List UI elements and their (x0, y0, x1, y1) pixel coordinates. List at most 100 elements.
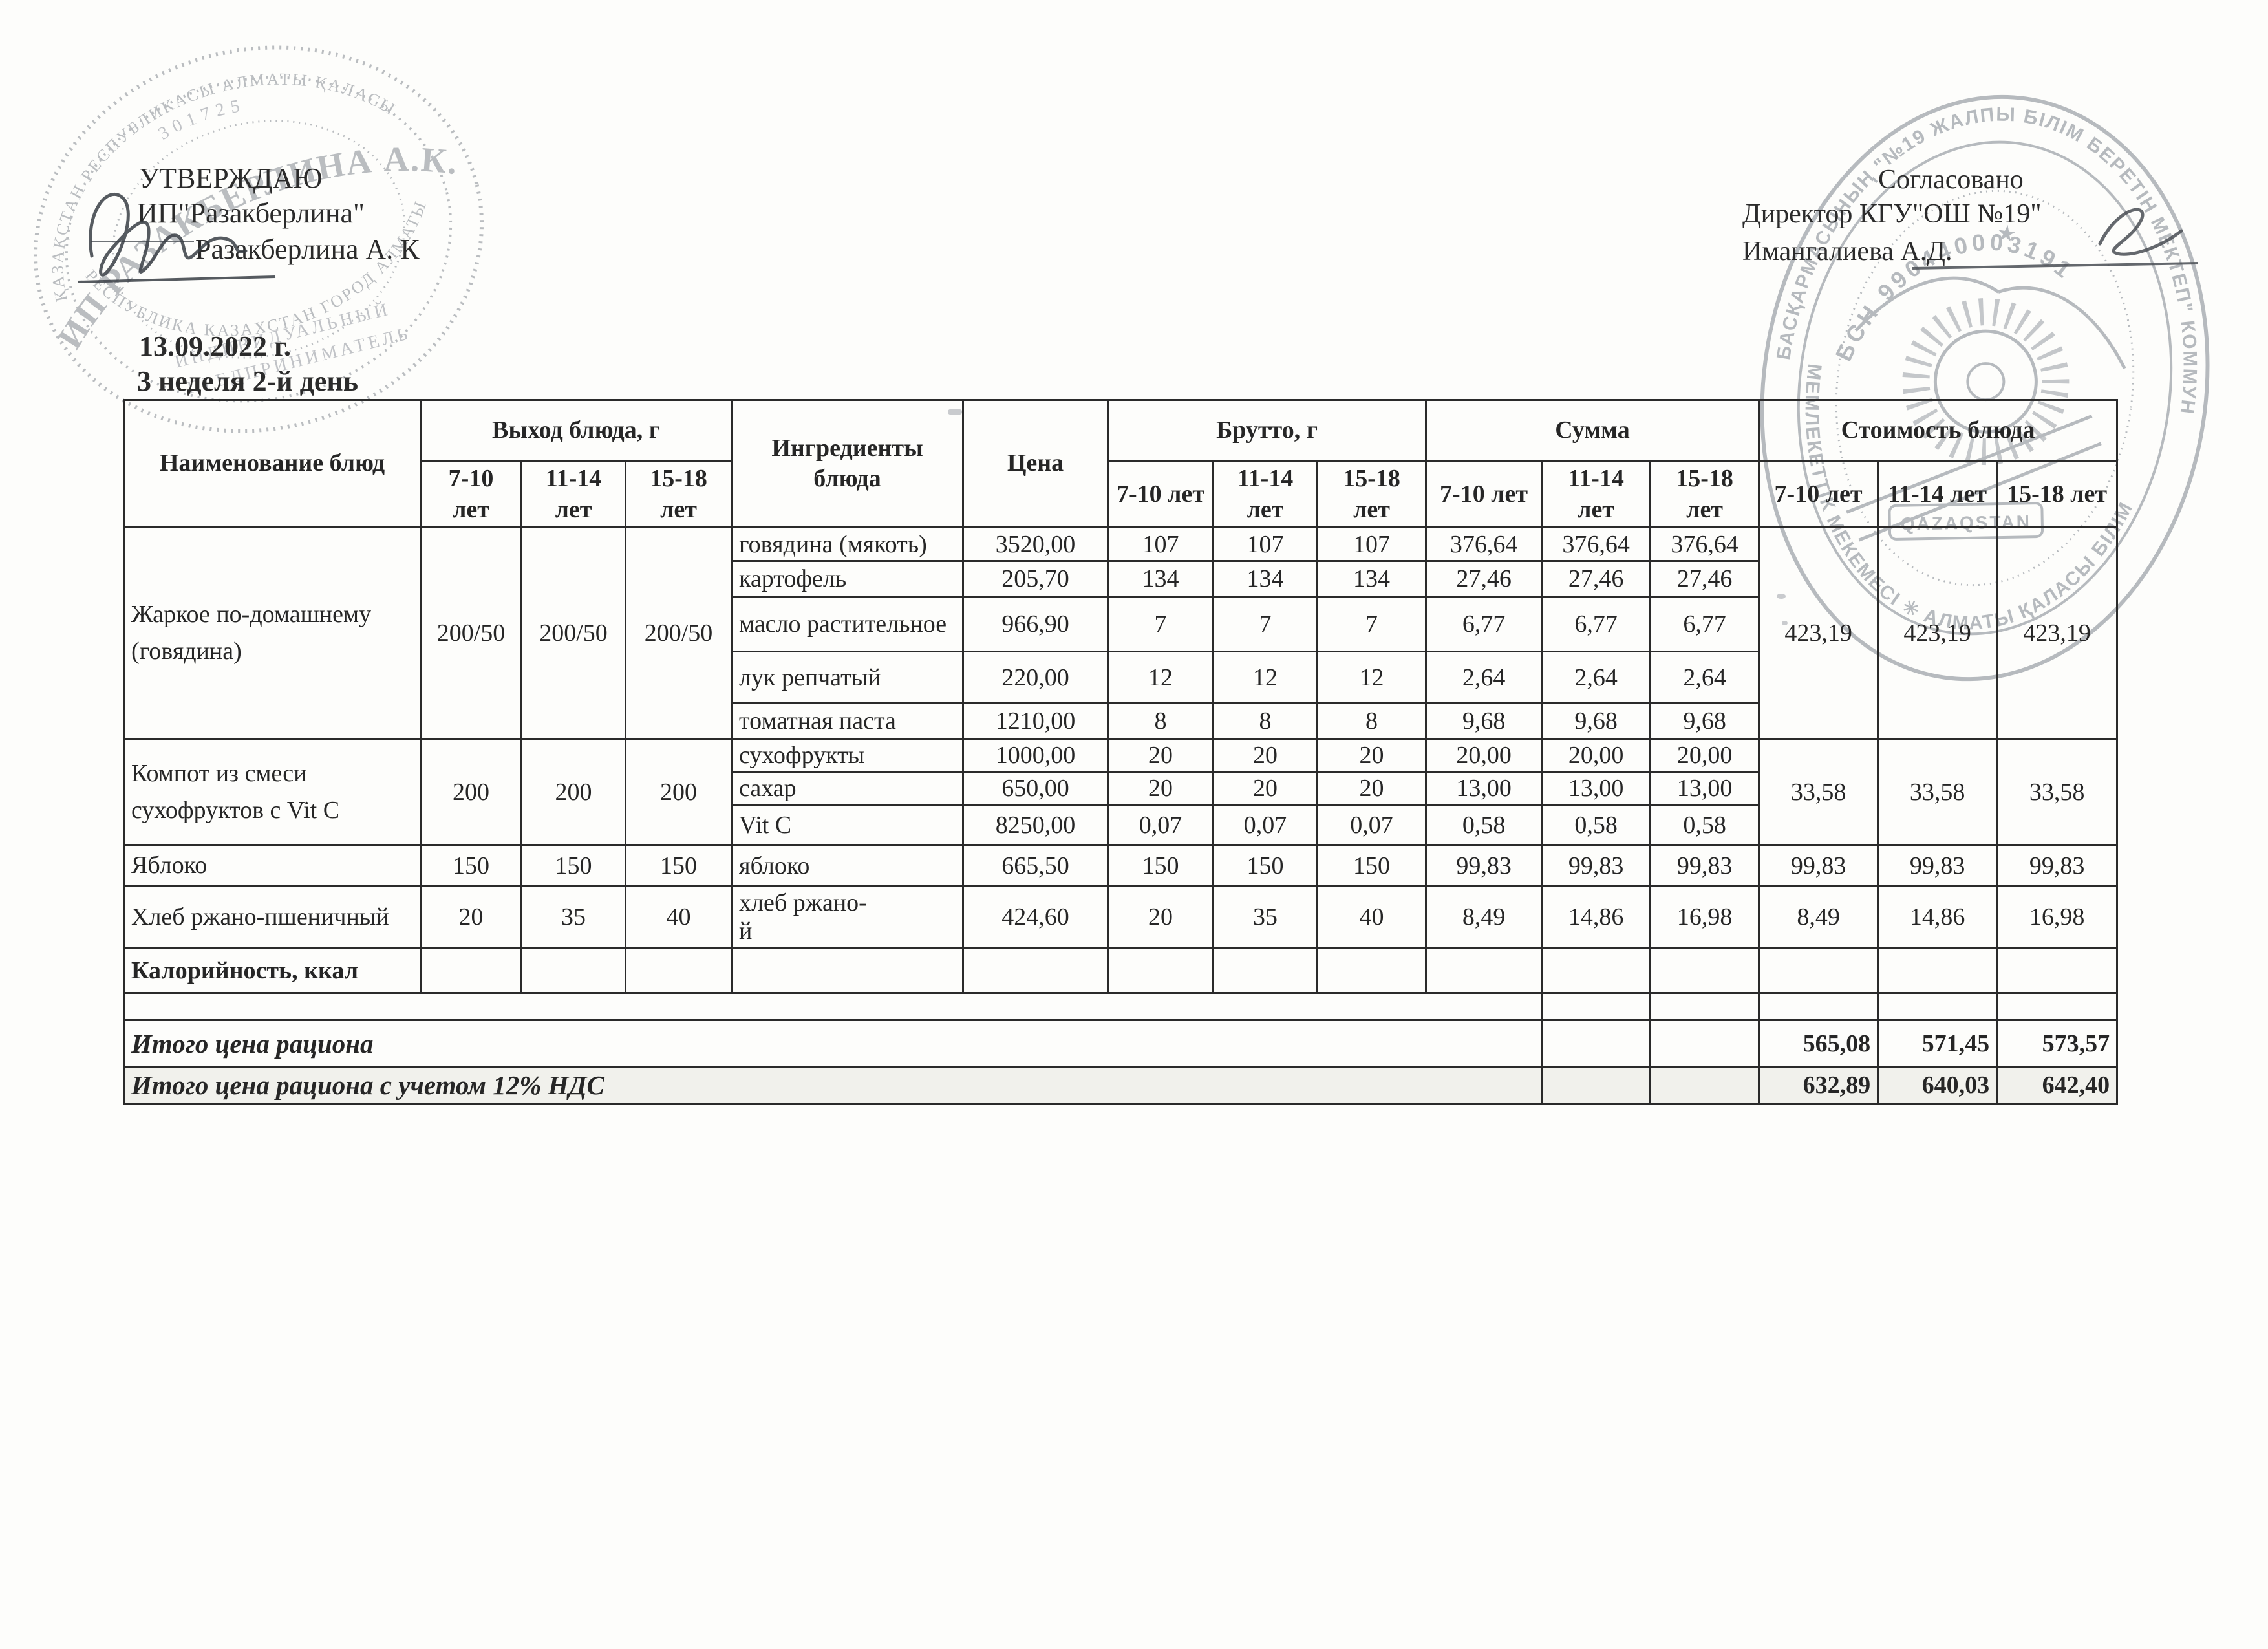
cell-price: 650,00 (962, 771, 1109, 806)
cell-gross: 20 (1316, 738, 1428, 773)
approval-right-signer: Имангалиева А.Д. (1742, 237, 1952, 266)
cell-sum: 20,00 (1541, 738, 1652, 773)
cell-empty (1996, 947, 2119, 994)
cell-sum: 27,46 (1425, 560, 1543, 598)
document-date: 13.09.2022 г. (139, 330, 292, 362)
cell-sum: 14,86 (1541, 885, 1652, 949)
header-age-cost-0: 7-10 лет (1758, 460, 1879, 528)
cell-empty (731, 947, 965, 994)
cell-empty (1541, 1019, 1652, 1068)
header-gross: Брутто, г (1107, 399, 1428, 462)
cell-empty (1758, 947, 1879, 994)
cell-price: 220,00 (962, 651, 1109, 704)
cell-gross: 0,07 (1316, 804, 1428, 846)
cell-gross: 40 (1316, 885, 1428, 949)
cell-sum: 9,68 (1649, 702, 1760, 740)
cell-cost: 8,49 (1758, 885, 1879, 949)
cell-output: 200 (420, 738, 522, 846)
cell-empty (1541, 1066, 1652, 1105)
cell-gross: 107 (1316, 526, 1428, 562)
cell-output: 150 (520, 844, 626, 887)
cell-dish-name: Хлеб ржано-пшеничный (123, 885, 422, 949)
cell-empty (520, 947, 626, 994)
header-age-output-1: 11-14 лет (520, 460, 626, 528)
cell-sum: 0,58 (1541, 804, 1652, 846)
calories-label: Калорийность, ккал (123, 947, 422, 994)
cell-sum: 9,68 (1541, 702, 1652, 740)
spacer-cell (122, 992, 1543, 1021)
signature-line-left (91, 241, 194, 242)
cell-sum: 99,83 (1541, 844, 1652, 887)
total-value: 642,40 (1996, 1066, 2119, 1105)
entrepreneur-stamp: ҚАЗАҚСТАН РЕСПУБЛИКАСЫ АЛМАТЫ ҚАЛАСЫ РЕС… (19, 39, 488, 440)
cell-cost: 99,83 (1758, 844, 1879, 887)
cell-cost: 33,58 (1877, 738, 1998, 846)
cell-empty (1107, 947, 1215, 994)
header-ingredients: Ингредиенты блюда (731, 399, 965, 528)
header-age-output-0: 7-10 лет (420, 460, 522, 528)
total-label: Итого цена рациона с учетом 12% НДС (122, 1066, 1543, 1105)
cell-sum: 8,49 (1425, 885, 1543, 949)
cell-gross: 20 (1107, 771, 1215, 806)
cell-ingredient: сухофрукты (731, 738, 965, 773)
cell-output: 150 (624, 844, 733, 887)
cell-output: 40 (624, 885, 733, 949)
cell-sum: 99,83 (1649, 844, 1760, 887)
cell-dish-name: Яблоко (123, 844, 422, 887)
cell-sum: 2,64 (1649, 651, 1760, 704)
cell-price: 205,70 (962, 560, 1109, 598)
cell-empty (1649, 1066, 1760, 1105)
header-dish-name: Наименование блюд (123, 399, 422, 528)
cell-gross: 7 (1212, 596, 1319, 652)
cell-empty (1649, 1019, 1760, 1068)
cell-gross: 7 (1107, 596, 1215, 652)
cell-ingredient: яблоко (731, 844, 965, 887)
cell-gross: 8 (1212, 702, 1319, 740)
cell-ingredient: томатная паста (731, 702, 965, 740)
header-age-gross-0: 7-10 лет (1107, 460, 1215, 528)
cell-gross: 8 (1107, 702, 1215, 740)
cell-cost: 14,86 (1877, 885, 1998, 949)
cell-sum: 13,00 (1649, 771, 1760, 806)
cell-sum: 376,64 (1425, 526, 1543, 562)
header-cost: Стоимость блюда (1758, 399, 2119, 462)
cell-dish-name: Жаркое по-домашнему (говядина) (123, 526, 422, 740)
cell-gross: 0,07 (1107, 804, 1215, 846)
cell-cost: 423,19 (1996, 526, 2119, 740)
cell-output: 200 (624, 738, 733, 846)
cell-gross: 8 (1316, 702, 1428, 740)
spacer-cell (1541, 992, 1652, 1021)
cell-cost: 99,83 (1877, 844, 1998, 887)
cell-empty (1877, 947, 1998, 994)
approval-left-title: УТВЕРЖДАЮ (139, 162, 323, 194)
header-age-gross-2: 15-18 лет (1316, 460, 1428, 528)
cell-sum: 6,77 (1425, 596, 1543, 652)
cell-empty (420, 947, 522, 994)
approval-left-org: ИП"Разакберлина" (137, 197, 365, 229)
cell-output: 200/50 (520, 526, 626, 740)
cell-output: 150 (420, 844, 522, 887)
cell-sum: 13,00 (1541, 771, 1652, 806)
cell-empty (1212, 947, 1319, 994)
cell-sum: 0,58 (1425, 804, 1543, 846)
cell-price: 1210,00 (962, 702, 1109, 740)
cell-sum: 99,83 (1425, 844, 1543, 887)
header-output: Выход блюда, г (419, 399, 733, 462)
cell-empty (1316, 947, 1428, 994)
cell-ingredient: масло растительное (731, 596, 965, 652)
cell-price: 3520,00 (962, 526, 1109, 562)
cell-sum: 376,64 (1649, 526, 1760, 562)
cell-ingredient: сахар (731, 771, 965, 806)
cell-cost: 423,19 (1758, 526, 1879, 740)
cell-gross: 20 (1212, 738, 1319, 773)
cell-ingredient: лук репчатый (731, 651, 965, 704)
cell-price: 424,60 (962, 885, 1109, 949)
menu-day-label: 3 неделя 2-й день (137, 365, 358, 397)
cell-sum: 16,98 (1649, 885, 1760, 949)
signature-left (77, 193, 276, 283)
cell-empty (1425, 947, 1543, 994)
cell-gross: 150 (1316, 844, 1428, 887)
cell-price: 665,50 (962, 844, 1109, 887)
header-age-output-2: 15-18 лет (624, 460, 733, 528)
